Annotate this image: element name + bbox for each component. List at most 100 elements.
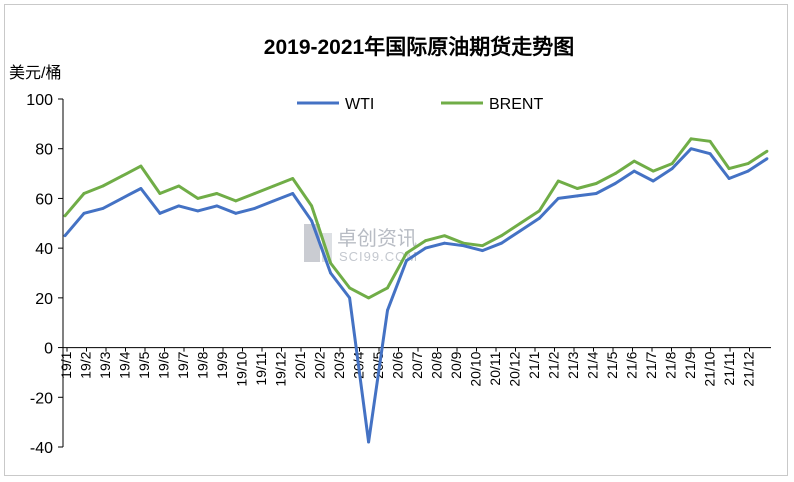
data-point-wti xyxy=(481,249,484,253)
series-line-brent xyxy=(63,137,768,300)
x-tick-label: 21/1 xyxy=(526,351,542,378)
y-tick-label: 80 xyxy=(35,142,53,159)
x-tick-label: 19/10 xyxy=(234,351,250,386)
data-point-brent xyxy=(253,192,257,195)
data-point-wti xyxy=(746,169,750,173)
data-point-brent xyxy=(272,184,276,188)
y-tick-label: 20 xyxy=(35,291,53,308)
x-tick-label: 21/10 xyxy=(702,351,718,386)
data-point-wti xyxy=(63,234,67,238)
y-tick-label: -40 xyxy=(30,440,53,457)
y-axis-label: 美元/桶 xyxy=(9,64,61,82)
data-point-wti xyxy=(215,204,219,208)
data-point-wti xyxy=(405,259,408,262)
x-tick-label: 19/9 xyxy=(214,351,230,378)
data-point-brent xyxy=(462,241,465,245)
x-tick-label: 20/3 xyxy=(331,351,347,378)
data-point-brent xyxy=(613,172,617,175)
data-point-brent xyxy=(670,162,674,166)
x-tick-label: 20/12 xyxy=(507,351,523,386)
data-point-wti xyxy=(329,271,333,275)
x-tick-label: 19/11 xyxy=(253,351,269,385)
data-point-wti xyxy=(120,197,124,200)
x-tick-label: 19/6 xyxy=(156,351,172,378)
x-tick-label: 20/11 xyxy=(487,351,503,385)
x-tick-label: 19/2 xyxy=(78,351,94,378)
data-point-brent xyxy=(575,187,579,190)
data-point-wti xyxy=(651,179,655,183)
x-tick-label: 20/1 xyxy=(292,351,308,378)
y-tick-label: 40 xyxy=(35,241,53,258)
data-point-brent xyxy=(367,296,370,300)
data-point-brent xyxy=(424,239,427,243)
data-point-brent xyxy=(120,174,124,178)
data-point-wti xyxy=(101,206,105,210)
data-point-wti xyxy=(82,211,86,215)
x-tick-label: 21/8 xyxy=(663,351,679,378)
x-tick-label: 20/8 xyxy=(429,351,445,378)
oil-price-chart: 2019-2021年国际原油期货走势图 美元/桶 卓创资讯 SCI99.COM … xyxy=(9,35,771,457)
x-tick-label: 19/8 xyxy=(195,351,211,378)
data-point-wti xyxy=(367,440,370,444)
data-point-wti xyxy=(727,177,731,180)
watermark-brand: 卓创资讯 xyxy=(337,227,417,250)
data-point-wti xyxy=(462,244,465,248)
data-point-wti xyxy=(158,211,162,215)
chart-frame: 2019-2021年国际原油期货走势图 美元/桶 卓创资讯 SCI99.COM … xyxy=(4,4,788,476)
data-point-brent xyxy=(234,199,238,203)
x-tick-label: 19/4 xyxy=(117,351,133,378)
data-point-brent xyxy=(594,182,598,185)
x-tick-label: 21/9 xyxy=(682,351,698,378)
series-line-wti xyxy=(63,147,768,444)
data-point-brent xyxy=(481,244,484,248)
y-tick-label: 60 xyxy=(35,191,53,208)
data-point-wti xyxy=(443,241,446,245)
x-tick-label: 20/2 xyxy=(312,351,328,378)
y-tick-label: -20 xyxy=(30,390,53,407)
data-point-brent xyxy=(537,209,541,213)
chart-title: 2019-2021年国际原油期货走势图 xyxy=(264,35,574,59)
data-point-wti xyxy=(424,246,427,250)
legend-label-wti: WTI xyxy=(345,96,374,113)
x-tick-label: 19/3 xyxy=(97,351,113,378)
x-tick-label: 21/3 xyxy=(565,351,581,378)
data-point-wti xyxy=(537,216,541,220)
y-tick-label: 100 xyxy=(26,92,53,109)
data-point-wti xyxy=(499,241,503,245)
data-point-wti xyxy=(196,209,200,213)
x-tick-label: 19/12 xyxy=(273,351,289,386)
data-point-brent xyxy=(651,169,655,173)
x-tick-label: 19/5 xyxy=(136,351,152,378)
data-point-brent xyxy=(765,149,769,153)
series-layer xyxy=(63,137,769,444)
data-point-wti xyxy=(386,308,389,312)
x-tick-label: 21/5 xyxy=(604,351,620,378)
y-tick-label: 0 xyxy=(44,341,53,358)
x-tick-label: 21/7 xyxy=(643,351,659,378)
data-point-wti xyxy=(253,206,257,210)
data-point-brent xyxy=(177,184,181,188)
x-tick-label: 20/10 xyxy=(468,351,484,386)
data-point-wti xyxy=(556,197,560,200)
data-point-brent xyxy=(348,286,351,290)
data-point-brent xyxy=(689,137,693,141)
data-point-wti xyxy=(765,157,769,161)
x-tick-label: 20/6 xyxy=(390,351,406,378)
data-point-wti xyxy=(689,147,693,151)
x-tick-label: 21/6 xyxy=(624,351,640,378)
x-tick-label: 21/11 xyxy=(721,351,737,385)
data-point-brent xyxy=(215,192,219,195)
data-point-wti xyxy=(670,167,674,171)
data-point-wti xyxy=(291,192,295,195)
data-point-brent xyxy=(708,139,712,143)
data-point-brent xyxy=(101,184,105,188)
data-point-brent xyxy=(386,286,389,290)
data-point-brent xyxy=(82,192,86,195)
data-point-brent xyxy=(405,251,408,255)
data-point-brent xyxy=(518,221,522,225)
data-point-brent xyxy=(556,179,560,183)
legend-label-brent: BRENT xyxy=(489,96,543,113)
data-point-wti xyxy=(348,296,351,300)
x-tick-label: 21/2 xyxy=(546,351,562,378)
